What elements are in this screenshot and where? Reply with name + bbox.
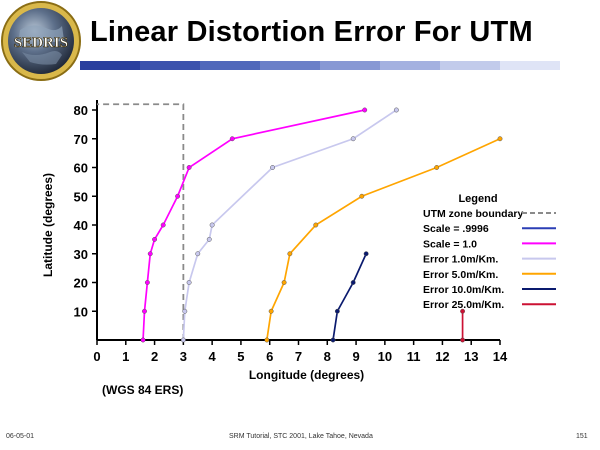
title-bar-segment (140, 61, 200, 70)
y-axis-title: Latitude (degrees) (41, 173, 55, 277)
data-point (206, 236, 212, 242)
series-line (142, 109, 365, 341)
series-scale-1-0 (140, 107, 368, 343)
series-line (97, 103, 185, 340)
data-point (229, 136, 235, 142)
legend-label: Scale = 1.0 (423, 238, 477, 250)
data-point (460, 308, 466, 314)
x-tick-label: 6 (266, 349, 273, 364)
x-tick-label: 8 (324, 349, 331, 364)
series-line (265, 137, 501, 341)
logo-text: SEDRIS (14, 35, 68, 51)
series-line (182, 109, 397, 341)
y-tick-label: 10 (74, 304, 88, 319)
x-tick-label: 0 (93, 349, 100, 364)
x-tick-label: 13 (464, 349, 478, 364)
legend-label: Error 1.0m/Km. (423, 254, 498, 266)
series-error-25-0m-km (460, 308, 466, 343)
footer-caption: SRM Tutorial, STC 2001, Lake Tahoe, Neva… (229, 433, 373, 440)
footer-date: 06-05-01 (6, 433, 35, 440)
x-tick-label: 3 (180, 349, 187, 364)
y-tick-label: 80 (74, 103, 88, 118)
y-tick-label: 30 (74, 247, 88, 262)
data-point (180, 337, 186, 343)
x-tick-label: 14 (493, 349, 508, 364)
legend-label: UTM zone boundary (423, 208, 523, 220)
legend-label: Error 25.0m/Km. (423, 299, 504, 311)
y-tick-label: 40 (74, 218, 88, 233)
chart-legend: Legend UTM zone boundary Scale = .9996 Scal… (423, 193, 556, 311)
data-point (142, 308, 147, 314)
series-error-1-0m-km (180, 107, 399, 343)
legend-label: Error 5.0m/Km. (423, 269, 498, 281)
data-point (313, 222, 319, 228)
sedris-logo: SEDRIS (1, 1, 81, 81)
page-title: Linear Distortion Error For UTM (90, 16, 533, 48)
data-point (147, 251, 153, 257)
x-tick-label: 1 (122, 349, 129, 364)
data-point (287, 251, 293, 257)
distortion-chart: 0 1 2 3 4 5 6 7 8 9 10 11 12 13 141020304050607080Long… (41, 100, 556, 382)
x-tick-label: 4 (209, 349, 217, 364)
y-tick-label: 60 (74, 161, 88, 176)
title-bar-segment (80, 61, 140, 70)
title-bar-segment (200, 61, 260, 70)
data-point (330, 337, 336, 343)
data-point (152, 236, 158, 242)
data-point (160, 222, 166, 228)
series-utm-zone-boundary (97, 103, 185, 340)
footer-page-number: 151 (576, 433, 588, 440)
x-tick-label: 12 (435, 349, 449, 364)
datum-label: (WGS 84 ERS) (102, 383, 184, 397)
legend-title: Legend (458, 193, 497, 205)
x-tick-label: 2 (151, 349, 158, 364)
data-point (460, 337, 466, 343)
data-point (140, 337, 146, 343)
data-point (186, 280, 192, 285)
title-bar-segment (320, 61, 380, 70)
data-point (186, 165, 192, 170)
x-tick-label: 11 (407, 349, 421, 364)
x-tick-label: 5 (237, 349, 244, 364)
x-tick-label: 9 (352, 349, 359, 364)
data-point (175, 193, 181, 199)
title-bar-segment (380, 61, 440, 70)
data-point (209, 222, 215, 228)
data-point (350, 280, 356, 285)
y-tick-label: 70 (74, 132, 88, 147)
data-point (144, 280, 150, 285)
title-bar-segment (260, 61, 320, 70)
data-point (182, 308, 188, 314)
x-tick-label: 10 (378, 349, 392, 364)
series-error-10-0m-km (330, 251, 369, 343)
legend-label: Scale = .9996 (423, 223, 489, 235)
data-point (434, 165, 440, 170)
series-line (332, 253, 367, 341)
data-point (334, 308, 340, 314)
y-tick-label: 20 (74, 276, 88, 291)
data-point (497, 136, 503, 142)
chart-axes (92, 100, 501, 345)
series-error-5-0m-km (264, 136, 503, 343)
legend-label: Error 10.0m/Km. (423, 284, 504, 296)
title-underline-bar (80, 61, 560, 70)
title-bar-segment (500, 61, 560, 70)
data-point (195, 251, 201, 257)
x-tick-label: 7 (295, 349, 302, 364)
y-tick-label: 50 (74, 189, 88, 204)
data-point (281, 280, 287, 285)
x-axis-title: Longitude (degrees) (249, 368, 364, 382)
data-point (264, 337, 270, 343)
data-point (270, 165, 276, 170)
data-point (359, 193, 365, 199)
title-bar-segment (440, 61, 500, 70)
data-point (363, 251, 369, 257)
data-point (362, 107, 368, 113)
data-point (393, 107, 399, 113)
data-point (268, 308, 274, 314)
data-point (350, 136, 356, 142)
